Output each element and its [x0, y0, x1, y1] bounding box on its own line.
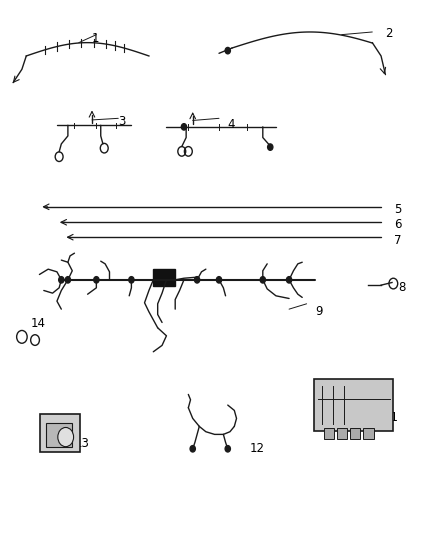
Text: 7: 7: [394, 234, 402, 247]
FancyBboxPatch shape: [324, 428, 334, 439]
FancyBboxPatch shape: [337, 428, 347, 439]
Text: 6: 6: [394, 219, 402, 231]
Circle shape: [65, 277, 71, 283]
Text: 3: 3: [118, 115, 126, 128]
Text: 11: 11: [383, 411, 398, 424]
Circle shape: [216, 277, 222, 283]
Text: 14: 14: [31, 318, 46, 330]
Circle shape: [94, 277, 99, 283]
Circle shape: [181, 124, 187, 130]
Circle shape: [225, 446, 230, 452]
Circle shape: [260, 277, 265, 283]
FancyBboxPatch shape: [40, 414, 80, 452]
Text: 10: 10: [377, 395, 392, 408]
FancyBboxPatch shape: [46, 423, 72, 447]
FancyBboxPatch shape: [363, 428, 374, 439]
Circle shape: [59, 277, 64, 283]
Circle shape: [225, 47, 230, 54]
FancyBboxPatch shape: [350, 428, 360, 439]
FancyBboxPatch shape: [153, 269, 175, 286]
Circle shape: [58, 427, 74, 447]
Text: 12: 12: [250, 442, 265, 455]
FancyBboxPatch shape: [314, 379, 393, 431]
Text: 5: 5: [394, 203, 402, 216]
Circle shape: [268, 144, 273, 150]
Text: 9: 9: [315, 305, 323, 318]
Circle shape: [190, 446, 195, 452]
Text: 8: 8: [399, 281, 406, 294]
Circle shape: [286, 277, 292, 283]
Circle shape: [194, 277, 200, 283]
Circle shape: [129, 277, 134, 283]
Text: 2: 2: [385, 27, 393, 40]
Text: 13: 13: [74, 437, 89, 450]
Text: 4: 4: [228, 118, 235, 131]
Text: 1: 1: [92, 33, 99, 45]
